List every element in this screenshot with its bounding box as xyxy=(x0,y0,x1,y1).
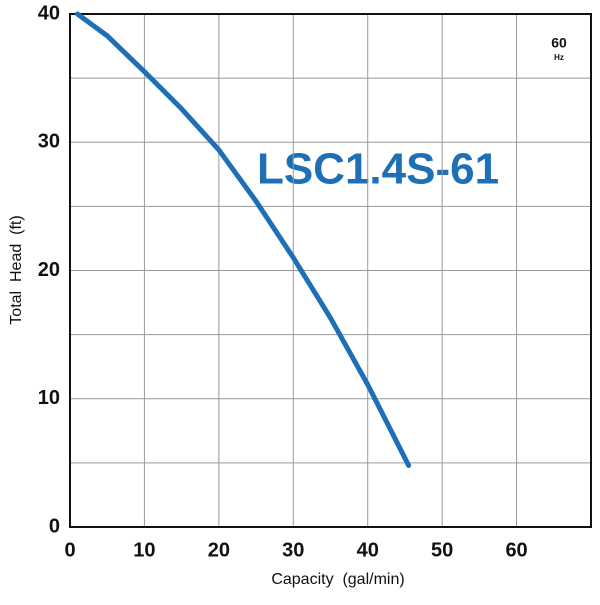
x-tick-label: 40 xyxy=(357,539,379,561)
y-axis-title: Total Head (ft) xyxy=(8,215,25,324)
curve xyxy=(74,11,412,468)
x-tick-label: 50 xyxy=(431,539,453,561)
y-tick-label: 20 xyxy=(38,259,60,281)
y-tick-label: 0 xyxy=(49,515,60,537)
frequency-unit: Hz xyxy=(554,53,564,62)
x-tick-label: 20 xyxy=(208,539,230,561)
x-tick-label: 10 xyxy=(133,539,155,561)
x-tick-label: 30 xyxy=(282,539,304,561)
frequency-label: 60 xyxy=(551,35,567,51)
x-tick-label: 0 xyxy=(64,539,75,561)
y-tick-label: 10 xyxy=(38,387,60,409)
y-tick-label: 30 xyxy=(38,131,60,153)
x-tick-label: 60 xyxy=(505,539,527,561)
x-axis-title: Capacity (gal/min) xyxy=(271,571,404,588)
plot-frame xyxy=(69,13,592,528)
curve-label: LSC1.4S-61 xyxy=(257,145,499,194)
y-tick-label: 40 xyxy=(38,2,60,24)
